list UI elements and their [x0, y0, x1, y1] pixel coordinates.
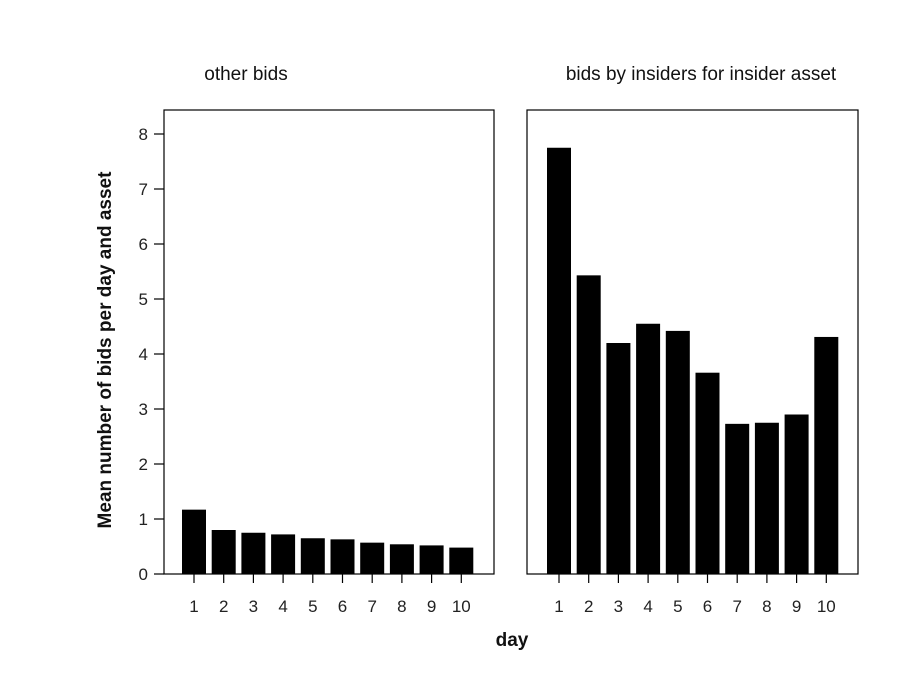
bar: [784, 414, 809, 574]
bar: [360, 542, 385, 574]
bar: [449, 547, 474, 574]
y-tick-label: 7: [139, 180, 148, 199]
panel-frame: [163, 109, 495, 575]
bar: [389, 544, 414, 574]
x-tick-label: 5: [673, 597, 682, 616]
x-tick-label: 4: [278, 597, 287, 616]
bar: [814, 336, 839, 574]
x-tick-label: 6: [338, 597, 347, 616]
y-tick-label: 0: [139, 565, 148, 584]
panel-frame: [526, 109, 859, 575]
y-tick-label: 1: [139, 510, 148, 529]
panel-1: other bids 1 2 3 4 5 6 7 8 9 10: [163, 64, 495, 616]
y-axis-title: Mean number of bids per day and asset: [95, 171, 116, 529]
x-tick-label: 3: [249, 597, 258, 616]
bar: [725, 423, 750, 574]
x-tick-label: 10: [817, 597, 836, 616]
x-tick-label: 2: [584, 597, 593, 616]
x-tick-label: 2: [219, 597, 228, 616]
y-tick-label: 6: [139, 235, 148, 254]
panel-2: bids by insiders for insider asset 1 2 3 4 5 6…: [526, 64, 859, 616]
bar: [606, 343, 631, 574]
x-tick-label: 9: [427, 597, 436, 616]
y-tick-label: 2: [139, 455, 148, 474]
bar: [211, 530, 236, 574]
y-axis: 0 1 2 3 4 5 6 7 8: [139, 125, 164, 584]
bar: [330, 539, 355, 574]
x-tick-label: 8: [762, 597, 771, 616]
x-tick-label: 6: [703, 597, 712, 616]
y-tick-label: 5: [139, 290, 148, 309]
bar: [271, 534, 296, 574]
x-tick-label: 5: [308, 597, 317, 616]
bar: [182, 509, 206, 574]
x-tick-label: 1: [554, 597, 563, 616]
x-tick-label: 7: [367, 597, 376, 616]
bar: [576, 275, 601, 574]
bar: [754, 422, 779, 574]
panel-title: bids by insiders for insider asset: [566, 64, 837, 85]
x-axis-title: day: [496, 630, 529, 651]
bar: [419, 545, 444, 574]
bar: [636, 323, 661, 574]
x-tick-label: 9: [792, 597, 801, 616]
panel-title: other bids: [204, 64, 287, 85]
y-tick-label: 3: [139, 400, 148, 419]
x-tick-label: 7: [732, 597, 741, 616]
bar: [300, 538, 325, 574]
x-tick-label: 1: [189, 597, 198, 616]
y-tick-label: 4: [139, 345, 148, 364]
bar: [665, 330, 690, 574]
x-tick-label: 3: [614, 597, 623, 616]
bar: [547, 147, 571, 574]
x-tick-label: 4: [643, 597, 652, 616]
bar: [241, 532, 266, 574]
x-tick-label: 10: [452, 597, 471, 616]
bar: [695, 372, 720, 574]
x-tick-label: 8: [397, 597, 406, 616]
y-tick-label: 8: [139, 125, 148, 144]
